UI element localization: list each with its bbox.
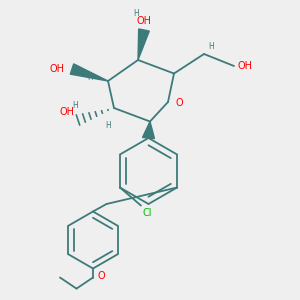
Text: H: H [105, 122, 111, 130]
Text: O: O [98, 271, 105, 281]
Text: OH: OH [136, 16, 152, 26]
Text: H: H [208, 42, 214, 51]
Polygon shape [142, 122, 154, 139]
Text: H: H [134, 9, 140, 18]
Text: OH: OH [237, 61, 252, 71]
Polygon shape [70, 64, 108, 81]
Text: H: H [87, 74, 93, 82]
Text: O: O [176, 98, 183, 109]
Text: OH: OH [60, 107, 75, 117]
Polygon shape [138, 29, 149, 60]
Text: Cl: Cl [142, 208, 152, 218]
Text: H: H [72, 100, 78, 109]
Text: OH: OH [50, 64, 64, 74]
